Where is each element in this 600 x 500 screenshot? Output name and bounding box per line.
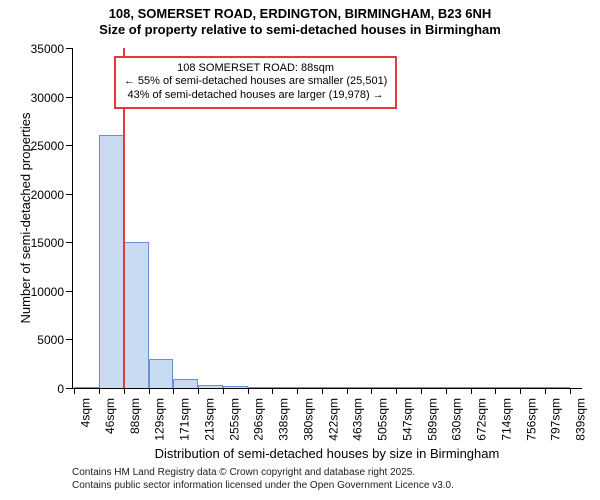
annotation-line: 43% of semi-detached houses are larger (… <box>124 89 388 103</box>
credits-line-1: Contains HM Land Registry data © Crown c… <box>72 466 454 479</box>
x-tick-label: 422sqm <box>326 398 340 441</box>
histogram-bar <box>421 387 446 388</box>
x-axis-label: Distribution of semi-detached houses by … <box>72 446 582 461</box>
x-tick-label: 505sqm <box>375 398 389 441</box>
histogram-bar <box>347 387 372 388</box>
histogram-bar <box>322 387 347 388</box>
histogram-bar <box>520 387 545 388</box>
x-tick-label: 380sqm <box>301 398 315 441</box>
x-tick-label: 463sqm <box>351 398 365 441</box>
annotation-box: 108 SOMERSET ROAD: 88sqm← 55% of semi-de… <box>114 56 398 109</box>
x-tick-label: 756sqm <box>524 398 538 441</box>
histogram-bar <box>471 387 496 388</box>
histogram-bar <box>446 387 471 388</box>
x-tick-label: 213sqm <box>202 398 216 441</box>
annotation-line: 108 SOMERSET ROAD: 88sqm <box>124 62 388 76</box>
histogram-bar <box>248 387 273 388</box>
x-tick-label: 88sqm <box>128 398 142 434</box>
credits-line-2: Contains public sector information licen… <box>72 479 454 492</box>
x-tick-label: 797sqm <box>549 398 563 441</box>
histogram-bar <box>297 387 322 388</box>
histogram-bar <box>371 387 396 388</box>
title-line-1: 108, SOMERSET ROAD, ERDINGTON, BIRMINGHA… <box>0 6 600 22</box>
annotation-line: ← 55% of semi-detached houses are smalle… <box>124 75 388 89</box>
chart-title: 108, SOMERSET ROAD, ERDINGTON, BIRMINGHA… <box>0 0 600 39</box>
y-tick-label: 35000 <box>0 42 64 56</box>
y-tick-label: 5000 <box>0 333 64 347</box>
x-tick-label: 672sqm <box>475 398 489 441</box>
x-tick-label: 589sqm <box>425 398 439 441</box>
x-tick-label: 547sqm <box>400 398 414 441</box>
histogram-bar <box>74 387 99 388</box>
x-tick-label: 714sqm <box>499 398 513 441</box>
histogram-chart: 108, SOMERSET ROAD, ERDINGTON, BIRMINGHA… <box>0 0 600 500</box>
histogram-bar <box>396 387 421 388</box>
x-tick-label: 46sqm <box>103 398 117 434</box>
credits-text: Contains HM Land Registry data © Crown c… <box>72 466 454 492</box>
y-tick-label: 15000 <box>0 236 64 250</box>
histogram-bar <box>124 242 149 388</box>
y-tick-label: 25000 <box>0 139 64 153</box>
x-tick-label: 255sqm <box>227 398 241 441</box>
x-tick-label: 630sqm <box>450 398 464 441</box>
x-tick-label: 296sqm <box>252 398 266 441</box>
histogram-bar <box>149 359 174 388</box>
x-tick-label: 4sqm <box>78 398 92 427</box>
title-line-2: Size of property relative to semi-detach… <box>0 22 600 38</box>
histogram-bar <box>495 387 520 388</box>
y-tick-label: 10000 <box>0 285 64 299</box>
y-tick-label: 20000 <box>0 188 64 202</box>
histogram-bar <box>99 135 124 388</box>
y-tick-label: 30000 <box>0 91 64 105</box>
histogram-bar <box>198 385 223 388</box>
histogram-bar <box>223 386 248 388</box>
histogram-bar <box>272 387 297 388</box>
y-tick-label: 0 <box>0 382 64 396</box>
histogram-bar <box>173 379 198 388</box>
x-tick-label: 129sqm <box>153 398 167 441</box>
x-tick-label: 171sqm <box>177 398 191 441</box>
x-tick-label: 338sqm <box>276 398 290 441</box>
x-tick-label: 839sqm <box>574 398 588 441</box>
histogram-bar <box>545 387 570 388</box>
